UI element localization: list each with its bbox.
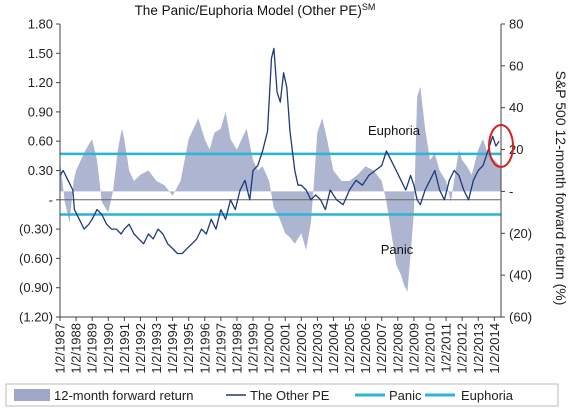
- x-tick-label: 1/2/1998: [230, 323, 245, 374]
- x-tick-label: 1/2/1997: [213, 323, 228, 374]
- x-tick-label: 1/2/2010: [423, 323, 438, 374]
- threshold-lines: [60, 152, 501, 216]
- left-tick-label: (0.60): [19, 251, 53, 266]
- other-pe-line-path: [59, 47, 500, 255]
- x-tick-label: 1/2/2005: [342, 323, 357, 374]
- x-tick-label: 1/2/1994: [165, 323, 180, 374]
- legend-label: Panic: [389, 388, 422, 403]
- left-tick-label: 0.90: [28, 104, 53, 119]
- x-tick-label: 1/2/1992: [133, 323, 148, 374]
- legend-label: The Other PE: [250, 388, 330, 403]
- right-tick-label: (20): [509, 226, 532, 241]
- highlight-circle: [488, 124, 514, 168]
- x-tick-label: 1/2/2002: [294, 323, 309, 374]
- left-tick-label: 1.80: [28, 17, 53, 32]
- right-tick-label: (60): [509, 310, 532, 325]
- x-tick-label: 1/2/2006: [358, 323, 373, 374]
- x-tick-label: 1/2/1991: [117, 323, 132, 374]
- right-tick-label: (40): [509, 268, 532, 283]
- right-tick-label: 40: [509, 100, 523, 115]
- right-tick-label: 80: [509, 17, 523, 32]
- left-tick-label: (0.90): [19, 280, 53, 295]
- x-tick-label: 1/2/1995: [181, 323, 196, 374]
- x-tick-label: 1/2/1990: [101, 323, 116, 374]
- x-tick-label: 1/2/2011: [439, 323, 454, 373]
- x-tick-label: 1/2/1993: [149, 323, 164, 374]
- left-tick-label: 0.30: [28, 163, 53, 178]
- x-tick-label: 1/2/2001: [278, 323, 293, 374]
- legend-label: Euphoria: [461, 388, 514, 403]
- chart-title: The Panic/Euphoria Model (Other PE)SM: [135, 2, 376, 18]
- left-tick-label: (0.30): [19, 222, 53, 237]
- x-tick-label: 1/2/1989: [85, 323, 100, 374]
- legend-label: 12-month forward return: [54, 388, 193, 403]
- x-tick-label: 1/2/1999: [246, 323, 261, 374]
- right-tick-label: -: [509, 184, 513, 199]
- x-tick-label: 1/2/2007: [374, 323, 389, 374]
- euphoria-annotation: Euphoria: [368, 123, 421, 138]
- right-tick-label: 60: [509, 58, 523, 73]
- x-axis-ticks: 1/2/1987 1/2/1988 1/2/1989 1/2/1990 1/2/1991…: [53, 317, 502, 374]
- other-pe-line: [59, 47, 500, 255]
- left-tick-label: 0.60: [28, 134, 53, 149]
- left-tick-label: 1.50: [28, 46, 53, 61]
- x-tick-label: 1/2/2013: [471, 323, 486, 374]
- x-tick-label: 1/2/2003: [310, 323, 325, 374]
- left-tick-label: 1.20: [28, 75, 53, 90]
- x-tick-label: 1/2/2012: [455, 323, 470, 374]
- left-tick-label: -: [49, 192, 53, 207]
- forward-return-area-path: [60, 86, 501, 292]
- x-tick-label: 1/2/1987: [53, 323, 68, 374]
- legend: 12-month forward return The Other PE Panic…: [5, 383, 559, 407]
- legend-box: [5, 383, 559, 407]
- x-tick-label: 1/2/2000: [262, 323, 277, 374]
- panic-annotation: Panic: [381, 242, 414, 257]
- right-axis-label: S&P 500 12-month forward return (%): [553, 71, 569, 306]
- forward-return-area: [60, 86, 501, 292]
- x-tick-label: 1/2/1988: [69, 323, 84, 374]
- x-tick-label: 1/2/2008: [390, 323, 405, 374]
- x-tick-label: 1/2/2009: [406, 323, 421, 374]
- x-tick-label: 1/2/1996: [197, 323, 212, 374]
- left-axis-ticks: 1.80 1.50 1.20 0.90 0.60 0.30 - (0.30) (0.60) (0.…: [19, 17, 60, 325]
- x-tick-label: 1/2/2014: [487, 323, 502, 374]
- left-tick-label: (1.20): [19, 310, 53, 325]
- x-tick-label: 1/2/2004: [326, 323, 341, 374]
- legend-swatch-area: [14, 389, 50, 401]
